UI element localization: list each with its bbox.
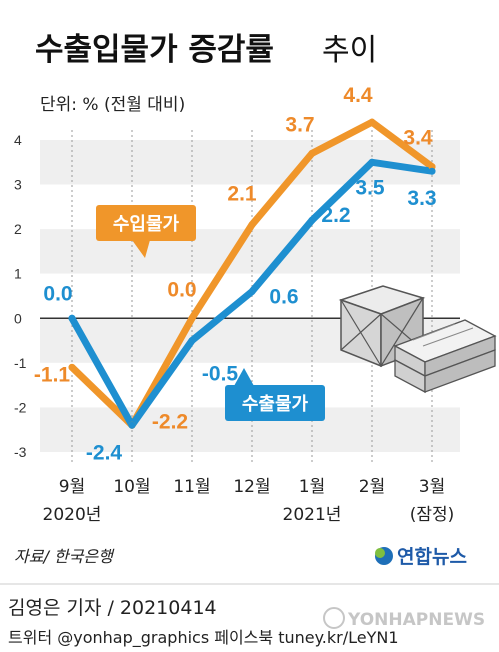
x-tick-label: 11월 [173,477,210,497]
data-point [68,363,76,371]
data-label: -1.1 [34,363,71,386]
data-labels: -1.1 0.0 2.1 3.7 4.4 3.4 0.0 -2.4 -0.5 0.6 2.23.5 3… [34,84,437,464]
y-tick-label: -3 [14,444,27,460]
social-links: 트위터 @yonhap_graphics 페이스북 tuney.kr/LeYN1 [8,628,399,648]
data-point [428,167,436,175]
cargo-illustration [338,285,497,394]
chart-title: 수출입물가 증감률 [35,32,274,68]
data-label: -2.4 [86,441,123,464]
x-tick-sublabel: (잠정) [410,505,455,525]
series-points [68,118,436,429]
x-tick-sublabel: 2021년 [283,505,342,525]
data-point [128,421,136,429]
data-label: 2.1 [227,183,257,206]
unit-label: 단위: % (전월 대비) [40,95,185,115]
x-tick-sublabel: 2020년 [43,505,102,525]
y-tick-label: 0 [14,310,22,326]
legend-export-badge: 수출물가 [225,368,325,421]
y-tick-label: -1 [14,355,27,371]
data-point [188,314,196,322]
data-label: 2.2 [321,204,350,227]
source-note: 자료/ 한국은행 [14,547,115,566]
x-axis-ticks: 9월 2020년 10월 11월 12월 1월 2021년 2월 3월 (잠정) [43,477,455,525]
y-tick-label: 3 [14,177,22,193]
y-tick-label: 1 [14,266,22,282]
yonhap-logo: 연합뉴스 [375,546,467,568]
y-tick-label: 2 [14,221,22,237]
legend-import-label: 수입물가 [113,213,180,235]
data-label: 0.0 [167,278,196,301]
data-point [188,337,196,345]
data-label: 3.3 [407,187,436,210]
data-label: 3.7 [285,113,314,136]
y-tick-label: -2 [14,399,27,415]
data-point [368,158,376,166]
data-point [308,216,316,224]
legend-import-badge: 수입물가 [96,205,196,258]
byline: 김영은 기자 / 20210414 [8,597,217,619]
data-point [308,149,316,157]
grid-band [40,140,460,185]
x-tick-label: 12월 [233,477,270,497]
y-tick-label: 4 [14,132,22,148]
x-tick-label: 2월 [359,477,385,497]
x-tick-label: 9월 [59,477,85,497]
svg-text:YONHAPNEWS: YONHAPNEWS [347,610,485,630]
chart-title-sub: 추이 [322,33,377,68]
data-point [68,314,76,322]
data-label: -2.2 [152,410,188,433]
y-axis-ticks: 4 3 2 1 0 -1 -2 -3 [14,132,27,460]
x-tick-label: 1월 [299,477,325,497]
legend-export-label: 수출물가 [242,394,309,415]
data-label: 0.0 [43,282,72,305]
svg-text:연합뉴스: 연합뉴스 [397,546,467,568]
data-point [248,288,256,296]
watermark: YONHAPNEWS [323,607,485,630]
data-label: 3.5 [355,176,385,199]
x-tick-label: 10월 [113,477,150,497]
data-label: 0.6 [269,286,298,309]
data-label: -0.5 [202,363,239,386]
data-point [248,221,256,229]
x-tick-label: 3월 [419,477,445,497]
data-label: 3.4 [403,127,433,150]
data-label: 4.4 [343,84,373,107]
data-point [368,118,376,126]
